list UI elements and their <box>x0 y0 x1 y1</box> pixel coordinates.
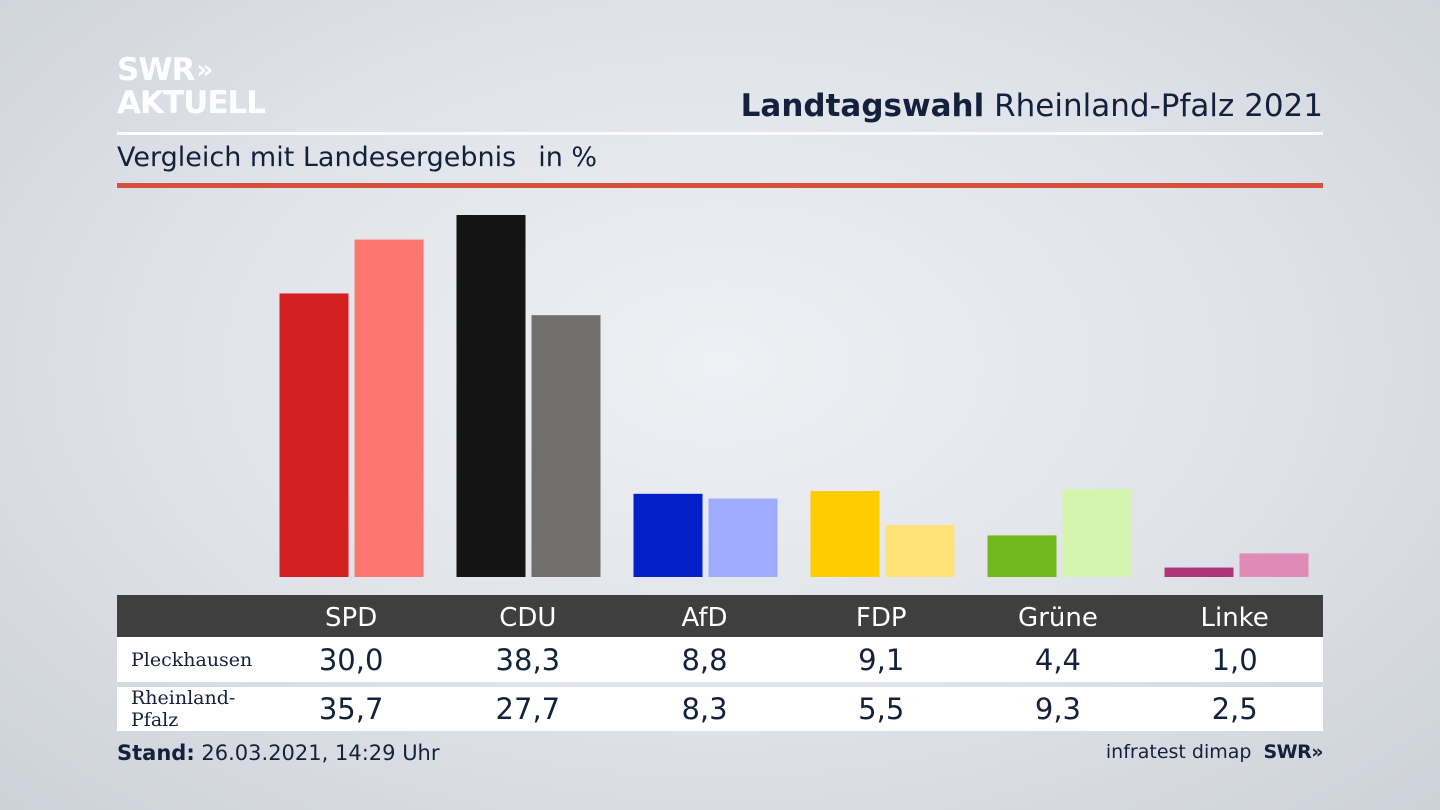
bar-afd-local <box>633 493 703 577</box>
stand-label: Stand: <box>117 741 195 765</box>
bar-fdp-state <box>885 525 955 577</box>
row-label: Pleckhausen <box>131 648 253 671</box>
party-header: SPD <box>325 603 378 633</box>
logo-aktuell: AKTUELL <box>117 85 266 121</box>
value-cell: 5,5 <box>858 692 905 726</box>
bar-afd-state <box>708 498 778 577</box>
value-cell: 9,1 <box>858 642 905 677</box>
value-cell: 30,0 <box>318 642 384 677</box>
source-text: infratest dimap <box>1105 741 1252 763</box>
value-cell: 4,4 <box>1034 642 1081 677</box>
bar-grne-local <box>987 535 1057 577</box>
bar-spd-local <box>279 293 349 577</box>
source-credit: infratest dimap SWR» <box>1105 741 1324 763</box>
unit-label: in % <box>538 142 598 173</box>
party-header: CDU <box>499 603 557 633</box>
swr-aktuell-logo: SWR» AKTUELL <box>117 52 266 121</box>
table-row: Rheinland-Pfalz 35,7 27,7 8,3 5,5 9,3 2,… <box>117 687 1323 731</box>
value-cell: 2,5 <box>1211 692 1258 726</box>
bar-cdu-state <box>531 315 601 577</box>
party-header: AfD <box>681 603 728 633</box>
chart-subtitle: Vergleich mit Landesergebnis in % <box>117 142 597 173</box>
value-cell: 35,7 <box>318 692 384 726</box>
value-cell: 8,8 <box>681 642 728 677</box>
bar-linke-local <box>1164 567 1234 577</box>
value-cell: 1,0 <box>1211 642 1258 677</box>
table-header: SPD CDU AfD FDP Grüne Linke <box>117 595 1323 637</box>
page-title: Landtagswahl Rheinland-Pfalz 2021 <box>741 88 1323 124</box>
title-rest: Rheinland-Pfalz 2021 <box>994 88 1323 124</box>
value-cell: 9,3 <box>1034 692 1081 726</box>
title-bold: Landtagswahl <box>740 88 985 124</box>
bar-grne-state <box>1062 489 1132 577</box>
bar-fdp-local <box>810 490 880 577</box>
header-empty-cell <box>117 595 263 637</box>
party-header: Grüne <box>1018 603 1098 633</box>
logo-swr: SWR <box>117 52 195 88</box>
value-cell: 38,3 <box>495 642 561 677</box>
party-header: Linke <box>1200 603 1269 633</box>
value-cell: 8,3 <box>681 692 728 726</box>
header-divider <box>117 132 1323 135</box>
timestamp: Stand: 26.03.2021, 14:29 Uhr <box>117 741 440 765</box>
party-header: FDP <box>855 603 907 633</box>
subtitle-text: Vergleich mit Landesergebnis <box>117 142 517 173</box>
value-cell: 27,7 <box>495 692 561 726</box>
bar-spd-state <box>354 239 424 578</box>
swr-brand-logo: SWR» <box>1263 741 1323 763</box>
accent-divider <box>117 183 1323 188</box>
stand-value: 26.03.2021, 14:29 Uhr <box>201 741 440 765</box>
bar-linke-state <box>1239 553 1309 577</box>
bar-cdu-local <box>456 215 526 577</box>
table-row: Pleckhausen 30,0 38,3 8,8 9,1 4,4 1,0 <box>117 637 1323 682</box>
row-label: Rheinland-Pfalz <box>131 687 236 731</box>
results-table: SPD CDU AfD FDP Grüne Linke Pleckhausen … <box>117 595 1323 731</box>
